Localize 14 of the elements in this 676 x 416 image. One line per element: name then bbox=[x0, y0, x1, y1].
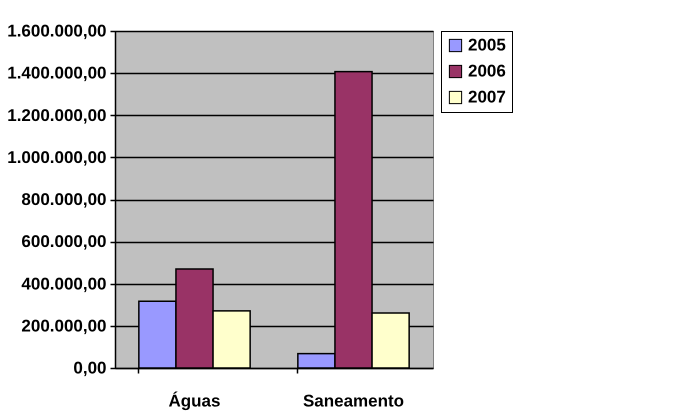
y-tick-label: 1.200.000,00 bbox=[7, 106, 106, 125]
legend-label: 2005 bbox=[468, 36, 506, 54]
y-tick-label: 200.000,00 bbox=[21, 316, 106, 336]
y-tick-label: 1.600.000,00 bbox=[7, 22, 106, 40]
legend-label: 2006 bbox=[468, 62, 506, 80]
y-tick-label: 400.000,00 bbox=[21, 274, 106, 294]
y-tick-label: 1.400.000,00 bbox=[7, 64, 106, 83]
legend-label: 2007 bbox=[468, 88, 506, 106]
y-tick-label: 0,00 bbox=[73, 358, 106, 378]
y-tick-label: 1.000.000,00 bbox=[7, 148, 106, 167]
x-tick-label: Saneamento bbox=[302, 392, 404, 410]
x-tick-label: Águas bbox=[168, 390, 220, 410]
y-tick-label: 600.000,00 bbox=[21, 232, 106, 252]
y-tick-label: 800.000,00 bbox=[21, 190, 106, 209]
